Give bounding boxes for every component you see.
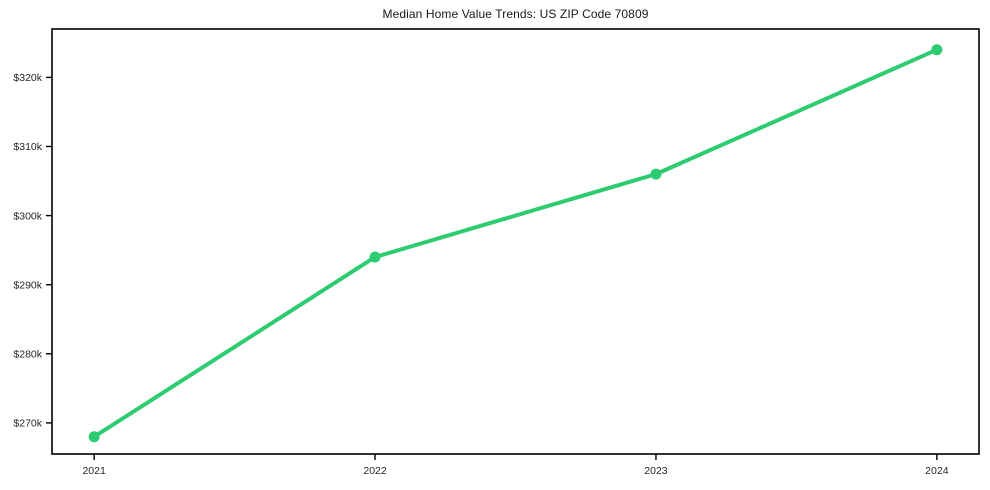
y-axis-tick-label: $310k <box>13 141 42 153</box>
y-axis-tick-label: $280k <box>13 348 42 360</box>
data-point-2023 <box>650 168 662 180</box>
x-axis-tick-label: 2023 <box>644 465 668 477</box>
y-axis-tick-label: $270k <box>13 418 42 430</box>
plot-border <box>51 28 980 455</box>
data-point-2022 <box>369 251 381 263</box>
y-axis-tick-label: $290k <box>13 279 42 291</box>
data-point-2024 <box>931 44 943 56</box>
y-axis-tick-label: $300k <box>13 210 42 222</box>
trend-line <box>92 47 939 439</box>
chart-title: Median Home Value Trends: US ZIP Code 70… <box>382 7 649 21</box>
x-axis-tick-label: 2022 <box>363 465 387 477</box>
x-axis-tick-label: 2021 <box>82 465 106 477</box>
data-point-2021 <box>88 431 100 443</box>
y-axis-tick-label: $320k <box>13 72 42 84</box>
x-axis-tick-label: 2024 <box>925 465 949 477</box>
